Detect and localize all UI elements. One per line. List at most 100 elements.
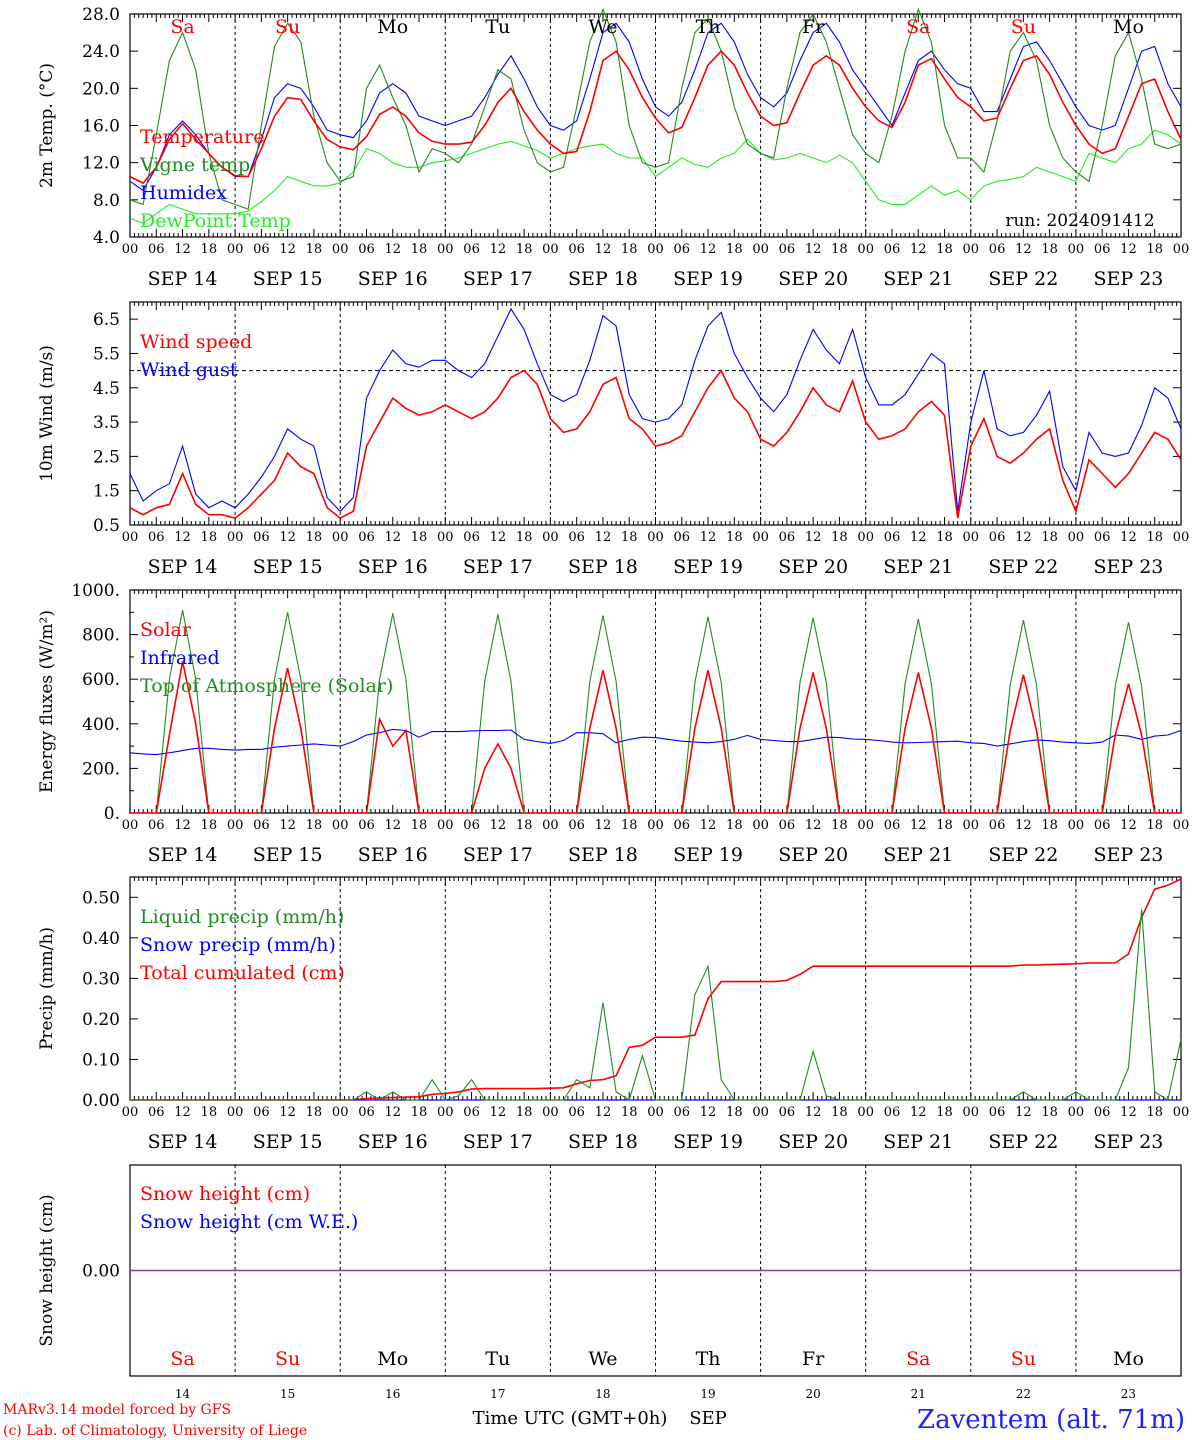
weekday-label-top: Mo <box>377 16 408 38</box>
hour-tick-label: 00 <box>332 242 349 257</box>
hour-tick-label: 00 <box>752 818 769 833</box>
hour-tick-label: 12 <box>174 242 191 257</box>
panel-wind: 0.5 1.5 2.5 3.5 4.5 5.5 6.5 10m Wind (m/s) Wind … <box>37 301 1189 578</box>
legend-entry: Wind speed <box>140 331 252 353</box>
hour-tick-label: 18 <box>411 818 428 833</box>
hour-tick-label: 00 <box>1068 818 1085 833</box>
date-label: SEP 18 <box>568 844 638 866</box>
weekday-label-bottom: Sa <box>906 1348 930 1370</box>
hour-tick-label: 12 <box>805 242 822 257</box>
hour-tick-label: 12 <box>1015 818 1032 833</box>
hour-tick-label: 12 <box>384 818 401 833</box>
hour-tick-label: 06 <box>463 242 480 257</box>
hour-tick-label: 06 <box>674 530 691 545</box>
y-tick-label: 0.30 <box>82 969 120 989</box>
hour-tick-label: 06 <box>989 530 1006 545</box>
hour-tick-label: 18 <box>1041 242 1058 257</box>
y-tick-label: 8.0 <box>93 191 120 211</box>
weekday-label-bottom: Sa <box>170 1348 194 1370</box>
y-tick-label: 1000. <box>71 581 120 601</box>
hour-tick-label: 00 <box>647 242 664 257</box>
hour-tick-label: 18 <box>516 530 533 545</box>
hour-tick-label: 06 <box>1094 530 1111 545</box>
plot-frame <box>129 589 1182 814</box>
hour-tick-label: 18 <box>1146 1105 1163 1120</box>
day-number-label: 15 <box>280 1387 295 1401</box>
hour-tick-label: 18 <box>726 1105 743 1120</box>
date-label: SEP 23 <box>1094 844 1164 866</box>
weekday-label-top: Tu <box>485 16 510 38</box>
date-label: SEP 15 <box>253 1131 323 1153</box>
date-label: SEP 20 <box>778 556 848 578</box>
hour-tick-label: 06 <box>674 242 691 257</box>
date-label: SEP 19 <box>673 844 743 866</box>
weekday-label-top: Fr <box>802 16 825 38</box>
y-axis-label: Precip (mm/h) <box>37 927 57 1050</box>
series-line-vigne-temp <box>129 7 1182 210</box>
hour-tick-label: 18 <box>621 242 638 257</box>
y-axis-label: 10m Wind (m/s) <box>37 345 57 482</box>
time-axis-label: Time UTC (GMT+0h) <box>473 1408 668 1429</box>
hour-tick-label: 12 <box>279 242 296 257</box>
date-label: SEP 19 <box>673 268 743 290</box>
hour-tick-label: 12 <box>490 530 507 545</box>
hour-tick-label: 00 <box>437 1105 454 1120</box>
hour-tick-label: 12 <box>805 1105 822 1120</box>
hour-tick-label: 06 <box>253 818 270 833</box>
date-label: SEP 22 <box>988 1131 1058 1153</box>
hour-tick-label: 00 <box>227 242 244 257</box>
hour-tick-label: 18 <box>1146 530 1163 545</box>
hour-tick-label: 06 <box>358 530 375 545</box>
hour-tick-label: 06 <box>253 1105 270 1120</box>
hour-tick-label: 12 <box>174 818 191 833</box>
hour-tick-label: 18 <box>621 1105 638 1120</box>
hour-tick-label: 18 <box>306 818 323 833</box>
hour-tick-label: 12 <box>1120 530 1137 545</box>
weekday-label-top: Th <box>696 16 721 38</box>
hour-tick-label: 12 <box>279 1105 296 1120</box>
hour-tick-label: 00 <box>752 1105 769 1120</box>
legend-entry: Vigne temp <box>139 154 250 176</box>
hour-tick-label: 00 <box>1068 530 1085 545</box>
date-label: SEP 23 <box>1094 1131 1164 1153</box>
series-line-humidex <box>129 22 1182 192</box>
hour-tick-label: 06 <box>1094 818 1111 833</box>
date-label: SEP 14 <box>148 844 218 866</box>
hour-tick-label: 06 <box>674 1105 691 1120</box>
legend-entry: Total cumulated (cm) <box>140 962 345 984</box>
series-line-wind-gust <box>129 307 1182 513</box>
y-tick-label: 600. <box>82 670 120 690</box>
hour-tick-label: 18 <box>831 242 848 257</box>
hour-tick-label: 18 <box>936 530 953 545</box>
date-label: SEP 19 <box>673 1131 743 1153</box>
weekday-label-bottom: We <box>588 1348 617 1370</box>
hour-tick-label: 18 <box>306 1105 323 1120</box>
hour-tick-label: 00 <box>647 530 664 545</box>
hour-tick-label: 06 <box>989 1105 1006 1120</box>
date-label: SEP 21 <box>883 1131 953 1153</box>
hour-tick-label: 00 <box>857 530 874 545</box>
hour-tick-label: 18 <box>201 818 218 833</box>
hour-tick-label: 12 <box>1015 530 1032 545</box>
hour-tick-label: 06 <box>463 530 480 545</box>
date-label: SEP 20 <box>778 1131 848 1153</box>
hour-tick-label: 18 <box>201 530 218 545</box>
hour-tick-label: 18 <box>621 530 638 545</box>
weekday-label-top: Sa <box>906 16 930 38</box>
y-tick-label: 12.0 <box>82 154 120 174</box>
hour-tick-label: 06 <box>148 818 165 833</box>
y-tick-label: 0.5 <box>93 516 120 536</box>
hour-tick-label: 00 <box>752 242 769 257</box>
hour-tick-label: 12 <box>384 242 401 257</box>
hour-tick-label: 00 <box>332 1105 349 1120</box>
hour-tick-label: 00 <box>1068 242 1085 257</box>
hour-tick-label: 18 <box>1041 818 1058 833</box>
hour-tick-label: 00 <box>857 818 874 833</box>
day-number-label: 19 <box>700 1387 715 1401</box>
legend-entry: Snow height (cm W.E.) <box>140 1211 358 1233</box>
hour-tick-label: 12 <box>700 242 717 257</box>
date-label: SEP 20 <box>778 844 848 866</box>
hour-tick-label: 00 <box>857 242 874 257</box>
date-label: SEP 18 <box>568 1131 638 1153</box>
station-name: Zaventem (alt. 71m) <box>917 1405 1185 1435</box>
